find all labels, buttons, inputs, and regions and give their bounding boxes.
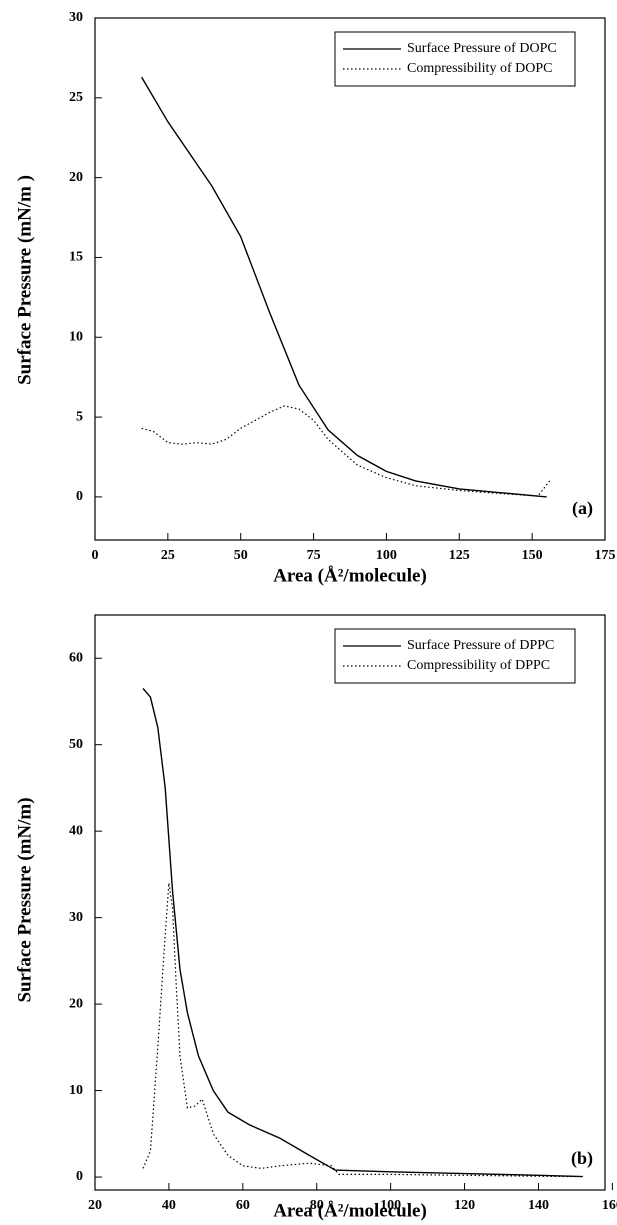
x-tick-label: 20 — [88, 1198, 102, 1213]
y-tick-label: 30 — [69, 10, 83, 25]
y-tick-label: 25 — [69, 90, 83, 105]
y-tick-label: 40 — [69, 823, 83, 838]
plot-frame — [94, 17, 606, 541]
y-tick-label: 20 — [69, 170, 83, 185]
y-tick-label: 15 — [69, 250, 83, 265]
x-tick-label: 40 — [162, 1198, 176, 1213]
y-axis-label: Surface Pressure (mN/m) — [14, 797, 35, 1002]
legend-label: Compressibility of DOPC — [407, 61, 552, 76]
y-tick-label: 60 — [69, 650, 83, 665]
x-tick-label: 75 — [307, 548, 321, 563]
x-axis-label: Area (Å²/molecule) — [273, 1200, 427, 1221]
x-tick-label: 100 — [380, 1198, 401, 1213]
data-line — [142, 882, 576, 1178]
legend-box — [334, 628, 576, 684]
y-tick-label: 10 — [69, 1083, 83, 1098]
annotation: (a) — [572, 498, 593, 519]
x-tick-label: 100 — [376, 548, 397, 563]
x-tick-label: 125 — [449, 548, 470, 563]
x-tick-label: 150 — [522, 548, 543, 563]
y-tick-label: 30 — [69, 910, 83, 925]
legend-box — [334, 31, 576, 87]
legend-label: Surface Pressure of DOPC — [407, 41, 557, 56]
y-tick-label: 0 — [76, 489, 83, 504]
y-tick-label: 20 — [69, 996, 83, 1011]
x-tick-label: 50 — [234, 548, 248, 563]
x-tick-label: 25 — [161, 548, 175, 563]
x-tick-label: 140 — [528, 1198, 549, 1213]
data-line — [140, 76, 547, 498]
y-tick-label: 5 — [76, 409, 83, 424]
x-axis-label: Area (Å²/molecule) — [273, 565, 427, 586]
data-line — [142, 688, 583, 1178]
x-tick-label: 0 — [92, 548, 99, 563]
legend-label: Compressibility of DPPC — [407, 658, 550, 673]
data-line — [141, 405, 551, 497]
y-axis-label: Surface Pressure (mN/m ) — [14, 175, 35, 385]
y-tick-label: 50 — [69, 737, 83, 752]
x-tick-label: 120 — [454, 1198, 475, 1213]
x-tick-label: 160 — [602, 1198, 617, 1213]
annotation: (b) — [571, 1148, 593, 1169]
legend-label: Surface Pressure of DPPC — [407, 638, 554, 653]
x-tick-label: 175 — [595, 548, 616, 563]
x-tick-label: 80 — [310, 1198, 324, 1213]
y-tick-label: 10 — [69, 329, 83, 344]
x-tick-label: 60 — [236, 1198, 250, 1213]
plot-frame — [94, 614, 606, 1191]
y-tick-label: 0 — [76, 1169, 83, 1184]
